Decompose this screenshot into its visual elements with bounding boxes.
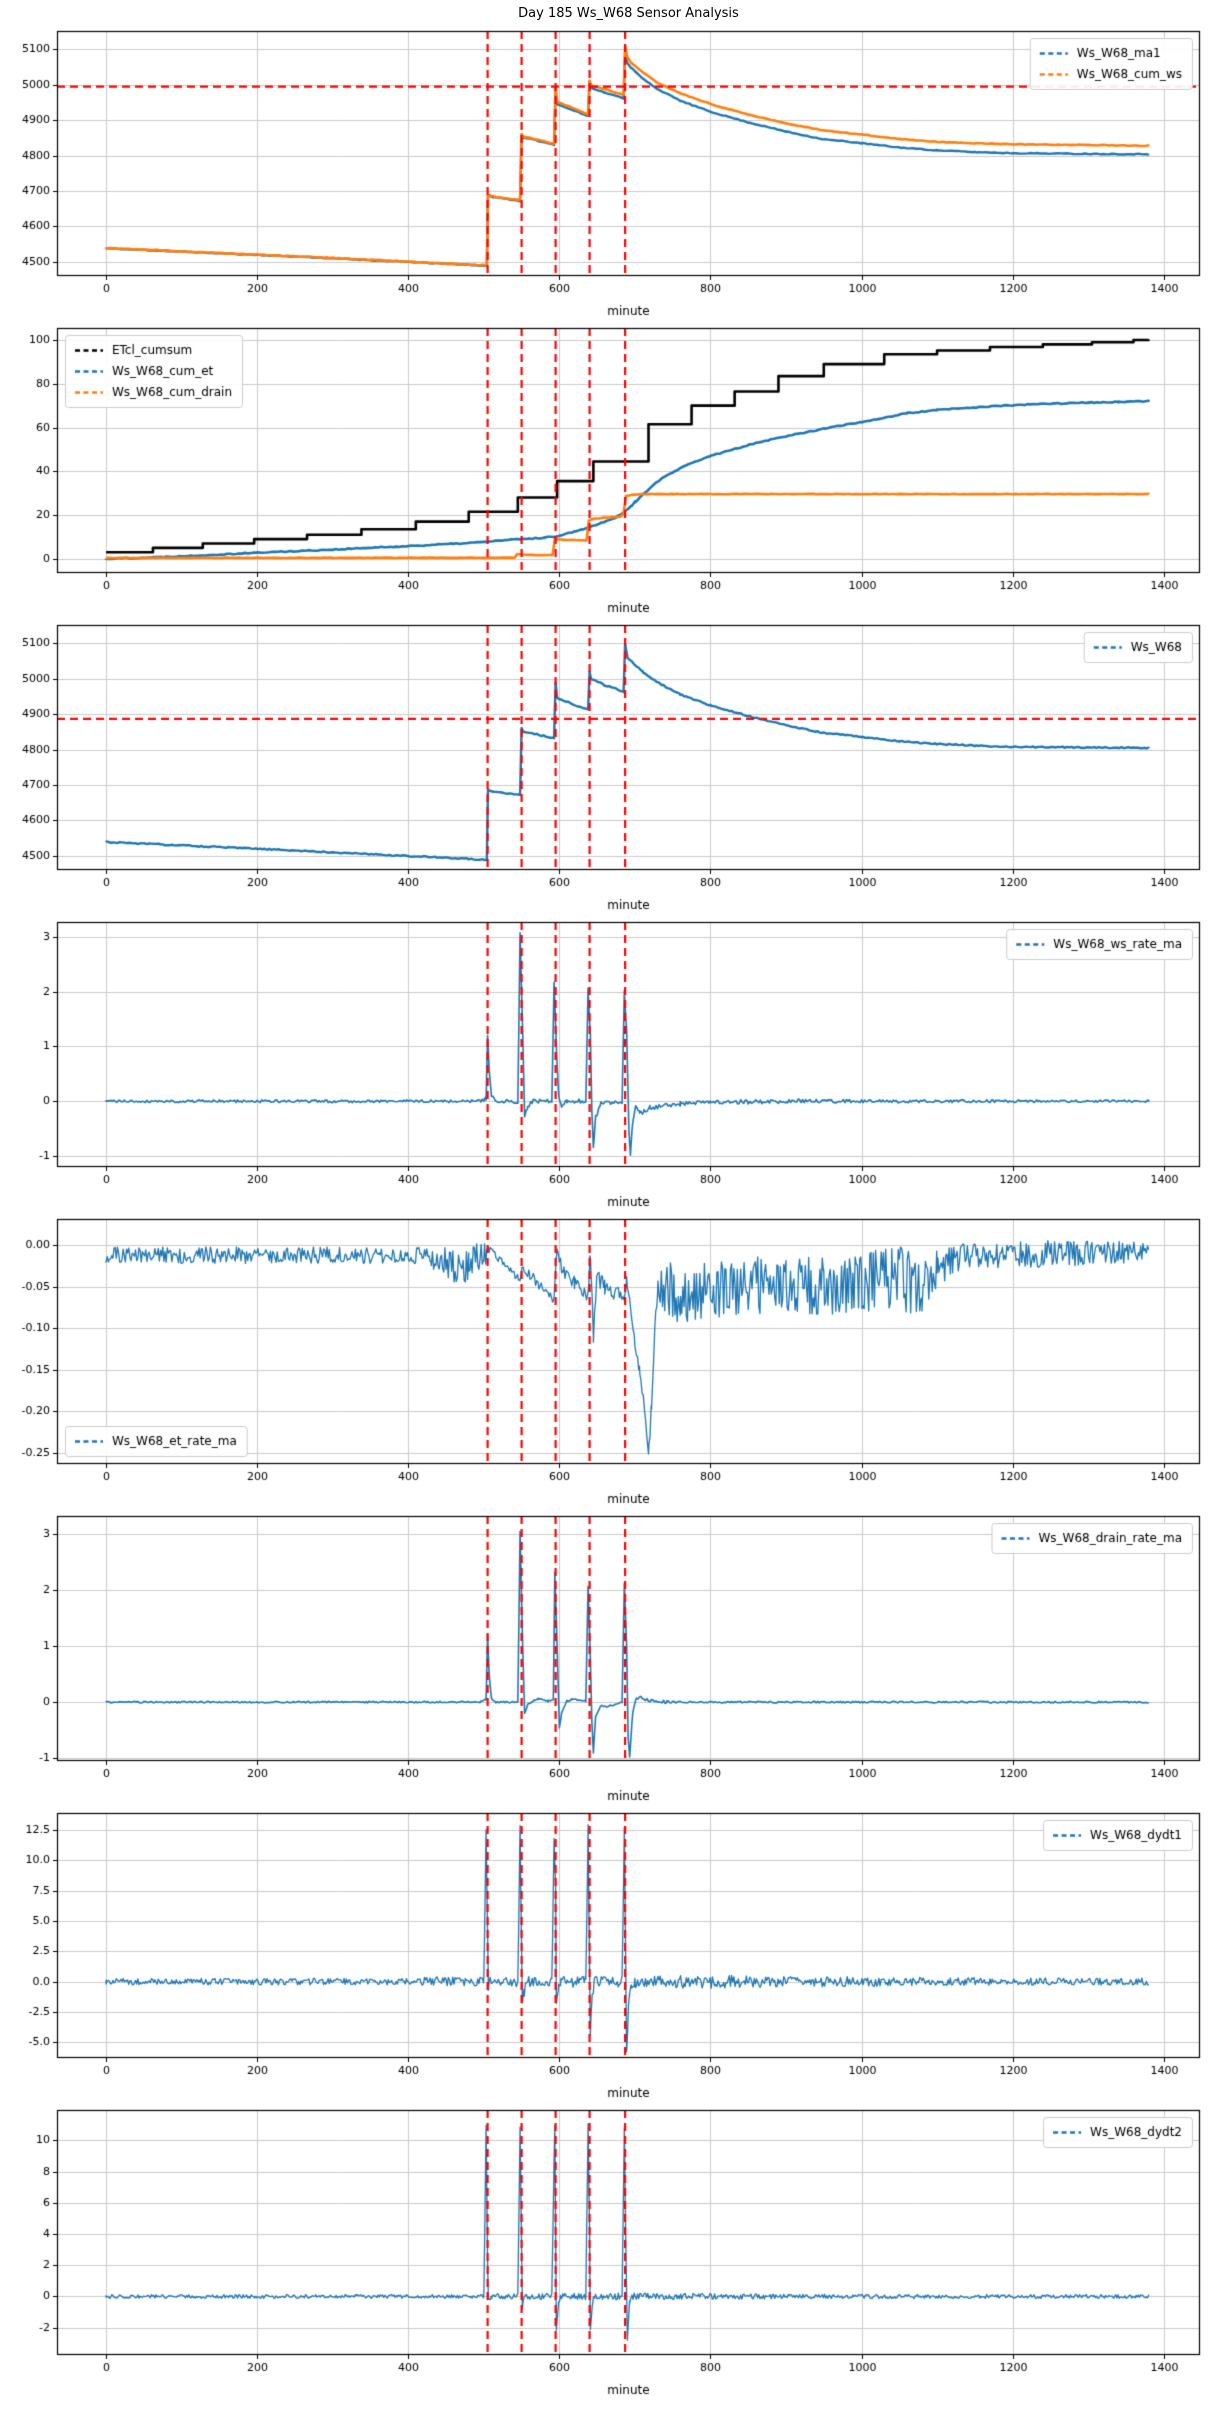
chart-canvas-dydt1 [0, 1812, 1211, 2109]
panels-container [0, 30, 1211, 2406]
chart-canvas-drain-rate [0, 1515, 1211, 1812]
panel-ws-w68-ma1-cum-ws [0, 30, 1211, 327]
panel-cumulative-et-drain [0, 327, 1211, 624]
chart-canvas-et-rate [0, 1218, 1211, 1515]
panel-dydt1 [0, 1812, 1211, 2109]
chart-canvas-dydt2 [0, 2109, 1211, 2406]
chart-canvas-ws-rate [0, 921, 1211, 1218]
panel-ws-rate-ma [0, 921, 1211, 1218]
panel-ws-w68-raw [0, 624, 1211, 921]
panel-et-rate-ma [0, 1218, 1211, 1515]
chart-canvas-ma1-cum-ws [0, 30, 1211, 327]
panel-dydt2 [0, 2109, 1211, 2406]
chart-canvas-cumulative [0, 327, 1211, 624]
panel-drain-rate-ma [0, 1515, 1211, 1812]
chart-canvas-raw [0, 624, 1211, 921]
figure-title: Day 185 Ws_W68 Sensor Analysis [518, 6, 739, 21]
